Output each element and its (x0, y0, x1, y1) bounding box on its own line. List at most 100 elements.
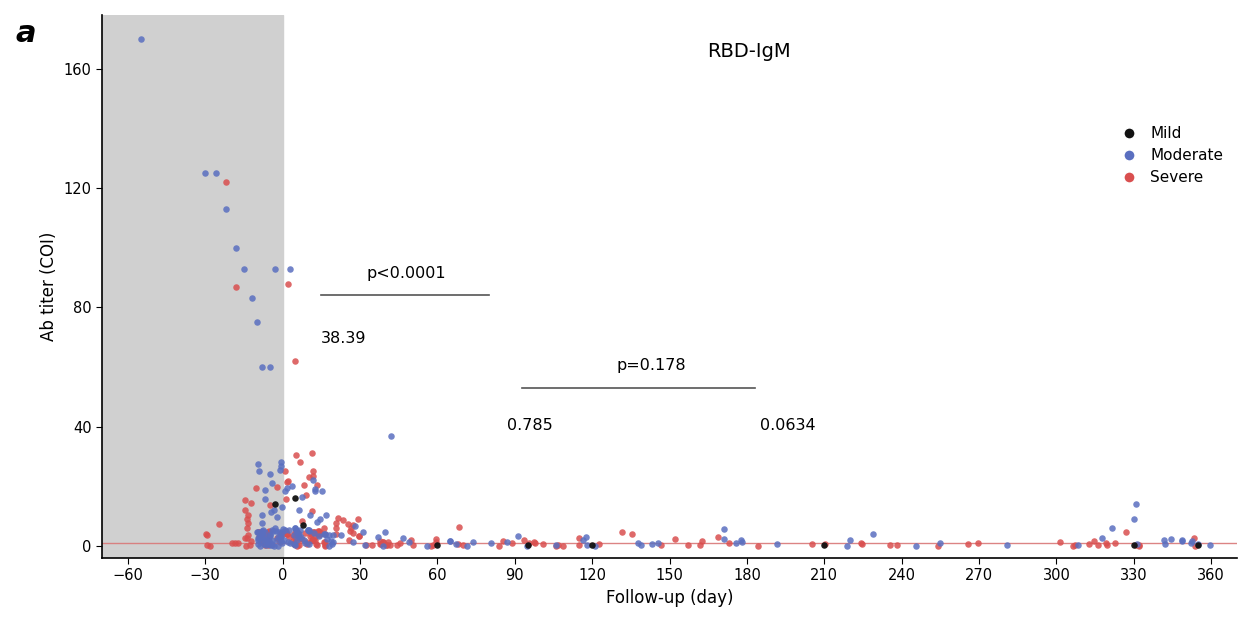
Point (263, 539, 283, 549)
Point (285, 529, 305, 539)
Point (304, 527, 324, 537)
Point (269, 527, 289, 537)
Point (289, 532, 309, 542)
Point (298, 525, 318, 535)
Point (238, 511, 258, 521)
Point (314, 541, 334, 550)
Point (665, 534, 685, 544)
Point (886, 541, 906, 550)
Point (930, 537, 950, 547)
Point (254, 535, 274, 545)
Point (282, 481, 302, 491)
Point (209, 519, 229, 529)
Point (517, 541, 537, 550)
Point (248, 536, 268, 545)
Point (1065, 540, 1085, 550)
Text: 38.39: 38.39 (322, 332, 367, 346)
Point (426, 537, 446, 547)
Point (532, 539, 552, 549)
Y-axis label: Ab titer (COI): Ab titer (COI) (40, 232, 58, 341)
Point (344, 521, 364, 531)
Point (237, 522, 257, 532)
Point (248, 527, 268, 537)
Point (310, 514, 331, 524)
Point (298, 472, 318, 482)
Point (250, 531, 270, 541)
Point (285, 525, 305, 535)
Point (379, 540, 399, 550)
Text: a: a (15, 19, 35, 48)
Point (274, 535, 294, 545)
Point (341, 526, 361, 536)
Point (298, 525, 318, 535)
Point (362, 540, 382, 550)
Point (262, 535, 282, 545)
Point (262, 478, 282, 488)
Point (690, 540, 710, 550)
Point (343, 537, 363, 547)
Point (302, 535, 322, 545)
Point (568, 540, 588, 550)
Point (303, 536, 323, 545)
Point (224, 539, 244, 549)
Point (249, 528, 269, 538)
Point (303, 471, 323, 481)
Point (448, 539, 468, 549)
Point (283, 537, 303, 547)
Point (305, 486, 326, 496)
Point (446, 539, 466, 549)
Point (284, 539, 304, 549)
Text: 0.0634: 0.0634 (760, 418, 815, 433)
Point (252, 528, 272, 538)
Point (309, 530, 329, 540)
Point (249, 532, 269, 542)
Point (1184, 541, 1204, 551)
Point (326, 518, 346, 527)
Point (1068, 540, 1088, 550)
Point (255, 541, 275, 550)
Point (577, 540, 597, 550)
Point (268, 532, 288, 542)
Point (1126, 499, 1146, 509)
Point (314, 522, 334, 532)
Point (288, 541, 308, 550)
Point (253, 532, 273, 542)
Point (354, 541, 374, 550)
Point (249, 527, 269, 537)
Point (302, 506, 322, 516)
Point (249, 534, 269, 544)
Point (130, 34, 150, 44)
Point (283, 531, 303, 541)
Point (257, 534, 277, 544)
Point (357, 540, 377, 550)
Point (278, 537, 298, 547)
Point (257, 540, 277, 550)
Point (255, 485, 275, 494)
Point (199, 541, 219, 551)
Point (707, 532, 727, 542)
Point (508, 531, 528, 541)
Point (272, 531, 292, 541)
Point (1049, 537, 1069, 547)
Point (338, 519, 358, 529)
Point (368, 532, 388, 542)
Point (1129, 540, 1149, 550)
Point (319, 541, 339, 550)
Point (237, 533, 257, 543)
Point (314, 537, 334, 547)
Point (692, 536, 712, 546)
Point (488, 541, 508, 550)
Point (421, 541, 441, 550)
Point (417, 541, 437, 551)
Point (275, 525, 295, 535)
Point (304, 533, 324, 543)
Point (262, 525, 282, 535)
Point (310, 528, 331, 538)
Point (278, 476, 298, 486)
Point (252, 531, 272, 541)
Point (302, 448, 322, 458)
Point (612, 527, 632, 537)
Point (1184, 533, 1204, 543)
Point (726, 538, 746, 548)
Point (906, 541, 926, 551)
